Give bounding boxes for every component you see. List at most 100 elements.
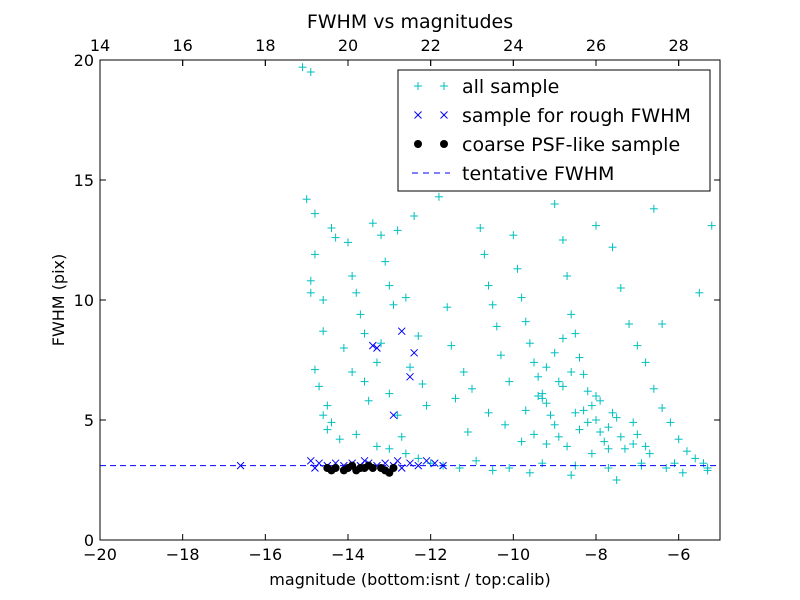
all-sample-point xyxy=(339,344,348,352)
x-tick-label: −18 xyxy=(166,545,200,564)
all-sample-point xyxy=(509,231,518,240)
x-tick-label: −16 xyxy=(248,545,282,564)
all-sample-point xyxy=(401,293,410,302)
legend-marker xyxy=(440,82,448,90)
all-sample-point xyxy=(612,413,621,422)
all-sample-point xyxy=(385,444,394,453)
all-sample-point xyxy=(538,394,547,403)
all-sample-point xyxy=(649,204,658,213)
all-sample-point xyxy=(575,353,584,362)
x-tick-label: −12 xyxy=(414,545,448,564)
psf-sample-point xyxy=(344,464,352,472)
x-axis-label: magnitude (bottom:isnt / top:calib) xyxy=(269,570,550,589)
rough-sample-point xyxy=(422,456,431,465)
all-sample-point xyxy=(302,195,311,204)
all-sample-point xyxy=(298,63,307,72)
all-sample-point xyxy=(645,449,654,458)
legend-entry: tentative FWHM xyxy=(412,163,614,185)
rough-sample-point xyxy=(430,459,439,468)
y-tick-label: 15 xyxy=(74,171,94,190)
all-sample-point xyxy=(505,377,514,386)
all-sample-point xyxy=(554,377,563,386)
psf-sample-point xyxy=(368,464,377,472)
chart-title: FWHM vs magnitudes xyxy=(307,11,513,33)
legend-marker xyxy=(414,82,422,90)
all-sample-point xyxy=(550,420,559,429)
all-sample-point xyxy=(368,219,377,228)
all-sample-point xyxy=(633,341,642,350)
legend-label: tentative FWHM xyxy=(462,163,614,185)
all-sample-point xyxy=(534,392,543,400)
all-sample-point xyxy=(463,428,472,436)
all-sample-point xyxy=(563,272,572,280)
all-sample-point xyxy=(331,233,340,242)
all-sample-point xyxy=(674,435,683,444)
rough-sample-point xyxy=(410,348,418,357)
all-sample-point xyxy=(587,449,596,458)
psf-sample-point xyxy=(327,466,336,475)
all-sample-point xyxy=(542,440,551,448)
all-sample-point xyxy=(592,416,600,424)
legend-marker xyxy=(440,140,448,148)
all-sample-point xyxy=(488,300,497,309)
legend-entry: coarse PSF-like sample xyxy=(414,134,680,156)
all-sample-point xyxy=(554,432,563,441)
all-sample-point xyxy=(530,430,538,439)
all-sample-point xyxy=(459,368,468,376)
all-sample-point xyxy=(571,408,580,417)
all-sample-point xyxy=(707,221,716,230)
rough-sample-point xyxy=(439,461,447,470)
all-sample-point xyxy=(335,435,344,444)
all-sample-point xyxy=(641,358,650,367)
all-sample-point xyxy=(525,468,534,477)
all-sample-point xyxy=(616,432,625,441)
all-sample-point xyxy=(608,408,617,417)
rough-sample-point xyxy=(311,464,319,472)
all-sample-point xyxy=(356,310,365,319)
legend: all sample sample for rough FWHM coarse PS… xyxy=(397,69,711,192)
rough-sample-point xyxy=(393,456,402,465)
all-sample-point xyxy=(476,224,485,232)
all-sample-point xyxy=(434,192,443,201)
top-x-tick-label: 22 xyxy=(420,36,440,55)
rough-sample-point xyxy=(406,372,414,381)
legend-label: all sample xyxy=(462,76,559,98)
rough-sample-point xyxy=(414,461,423,470)
all-sample-point xyxy=(662,464,671,472)
all-sample-point xyxy=(583,387,592,396)
all-sample-point xyxy=(608,243,617,252)
all-sample-point xyxy=(558,236,567,244)
all-sample-point xyxy=(306,276,315,285)
all-sample-point xyxy=(385,389,394,398)
all-sample-point xyxy=(306,288,315,297)
all-sample-point xyxy=(310,250,319,259)
rough-sample-point xyxy=(368,341,377,350)
all-sample-point xyxy=(521,406,530,415)
all-sample-point xyxy=(521,317,530,326)
all-sample-point xyxy=(600,437,609,446)
all-sample-point xyxy=(422,401,431,410)
psf-sample-point xyxy=(389,464,398,472)
all-sample-point xyxy=(323,401,332,410)
all-sample-point xyxy=(484,408,493,417)
all-sample-point xyxy=(352,288,361,297)
all-sample-point xyxy=(666,418,675,427)
all-sample-point xyxy=(385,281,394,290)
all-sample-point xyxy=(641,442,650,451)
top-x-tick-label: 16 xyxy=(172,36,192,55)
all-sample-point xyxy=(550,200,559,208)
all-sample-point xyxy=(455,464,464,472)
all-sample-point xyxy=(484,281,493,290)
all-sample-point xyxy=(612,476,621,484)
all-sample-point xyxy=(372,358,381,367)
all-sample-point xyxy=(410,212,419,220)
all-sample-point xyxy=(629,418,638,427)
x-tick-label: −10 xyxy=(496,545,530,564)
x-tick-label: −6 xyxy=(667,545,691,564)
all-sample-point xyxy=(348,272,357,280)
all-sample-point xyxy=(587,401,596,410)
all-sample-point xyxy=(649,384,658,393)
all-sample-point xyxy=(397,432,406,441)
rough-sample-point xyxy=(397,464,406,472)
all-sample-point xyxy=(319,327,328,336)
